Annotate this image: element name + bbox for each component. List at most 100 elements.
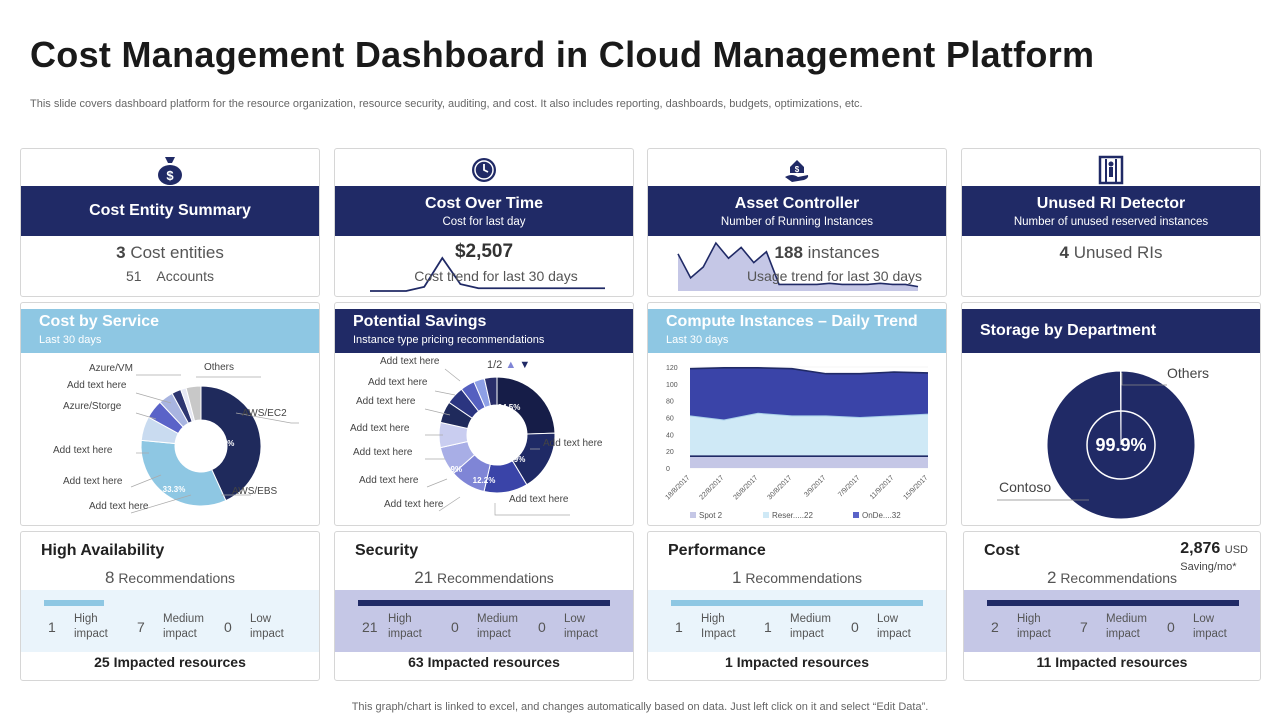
legend-swatch <box>690 512 696 518</box>
x-tick-label: 11/9/2017 <box>869 474 896 501</box>
card-title: Unused RI Detector <box>1036 194 1186 212</box>
cost-entity-summary-header: Cost Entity Summary <box>21 186 319 236</box>
card-title: Asset Controller <box>734 194 860 212</box>
door-person-icon <box>962 153 1260 187</box>
label-contoso: Contoso <box>999 479 1052 495</box>
x-tick-label: 3/9/2017 <box>803 474 827 498</box>
leader-lines <box>130 374 299 514</box>
card-title: Potential Savings <box>353 313 487 330</box>
x-tick-label: 30/8/2017 <box>766 474 793 501</box>
low-impact: 0 Low impact <box>1167 612 1227 642</box>
cost-card[interactable]: Cost 2,876 USD Saving/mo* 2 Recommendati… <box>963 531 1261 681</box>
usage-trend-label: Usage trend for last 30 days <box>746 268 923 284</box>
high-impact: 21 High impact <box>362 612 422 642</box>
accounts-label: Accounts <box>156 268 214 284</box>
impact-bar <box>358 600 610 606</box>
card-title: Performance <box>668 542 766 559</box>
cost-over-time-card[interactable]: Cost Over Time Cost for last day $2,507 … <box>334 148 634 297</box>
impact-panel: 1 High Impact 1 Medium impact 0 Low impact <box>648 590 946 652</box>
security-card[interactable]: Security 21 Recommendations 21 High impac… <box>334 531 634 681</box>
high-count: 21 <box>362 619 378 635</box>
potential-savings-chart: 24.5% 16.9% 12.2% 9.9% <box>424 368 570 516</box>
high-count: 2 <box>991 619 999 635</box>
high-label: High <box>388 613 412 625</box>
card-title: Cost by Service <box>39 313 160 330</box>
pct-aws-ebs: 33.3% <box>163 485 186 494</box>
low-count: 0 <box>851 619 859 635</box>
low-impact: 0 Low impact <box>851 612 911 642</box>
unused-ri-count: 4 <box>1059 243 1069 262</box>
medium-count: 1 <box>764 619 772 635</box>
line-series-2 <box>689 367 929 375</box>
label-others: Others <box>204 362 235 373</box>
low-impact: 0 Low impact <box>538 612 598 642</box>
rec-number: 2 <box>1046 568 1057 587</box>
unused-ri-label: Unused RIs <box>1073 243 1163 262</box>
impact-label: impact <box>477 628 511 640</box>
svg-text:$: $ <box>795 165 800 174</box>
svg-text:$: $ <box>166 168 174 183</box>
accounts-count: 51 <box>126 268 142 284</box>
savings-currency: USD <box>1224 544 1248 556</box>
low-count: 0 <box>538 619 546 635</box>
recommendations-count: 2 Recommendations <box>964 568 1260 588</box>
savings-label: Saving/mo* <box>1180 561 1237 573</box>
cost-trend-label: Cost trend for last 30 days <box>414 268 578 284</box>
pager-up-icon[interactable]: ▲ <box>505 359 517 371</box>
label-azure-storage: Azure/Storge <box>63 401 122 412</box>
storage-by-department-card[interactable]: Storage by Department 99.9% Others Conto… <box>961 302 1261 526</box>
high-label: High <box>74 613 98 625</box>
pager-down-icon[interactable]: ▼ <box>519 359 531 371</box>
unused-ri-metric: 4 Unused RIs <box>962 243 1260 263</box>
impacted-resources: 11 Impacted resources <box>1036 654 1188 670</box>
usage-trend-line <box>677 241 919 288</box>
card-subtitle: Number of unused reserved instances <box>1013 215 1209 228</box>
card-title: Cost Entity Summary <box>89 202 251 219</box>
impact-label: impact <box>1106 628 1140 640</box>
pager-text: 1/2 <box>487 359 503 371</box>
legend-label: Spot 2 <box>699 511 723 520</box>
page-footer: This graph/chart is linked to excel, and… <box>351 701 929 713</box>
rec-label: Recommendations <box>437 570 554 586</box>
label-add-text-4: Add text here <box>350 423 410 434</box>
high-impact: 2 High impact <box>991 612 1051 642</box>
legend-label: OnDe....32 <box>862 511 901 520</box>
legend-label: Reser.....22 <box>772 511 813 520</box>
low-count: 0 <box>224 619 232 635</box>
low-count: 0 <box>1167 619 1175 635</box>
cost-by-service-slice-1 <box>140 439 227 507</box>
compute-instances-card[interactable]: Compute Instances – Daily Trend Last 30 … <box>647 302 947 526</box>
high-count: 1 <box>675 619 683 635</box>
cost-entities-metric: 3 Cost entities <box>21 243 319 263</box>
instances-metric: 188 instances <box>648 243 946 263</box>
compute-instances-chart: 0 20 40 60 80 100 120 18/8/2017 22/8/2017 26/8/20… <box>664 365 929 520</box>
label-add-text-9: Add text here <box>509 494 569 505</box>
rec-number: 8 <box>104 568 115 587</box>
unused-ri-detector-card[interactable]: Unused RI Detector Number of unused rese… <box>961 148 1261 297</box>
high-availability-card[interactable]: High Availability 8 Recommendations 1 Hi… <box>20 531 320 681</box>
label-add-text-4: Add text here <box>89 501 149 512</box>
instances-count: 188 <box>774 243 803 262</box>
impact-label: impact <box>388 628 422 640</box>
y-tick-label: 120 <box>666 365 678 372</box>
cost-by-service-card[interactable]: Cost by Service Last 30 days 43.2% 33.3%… <box>20 302 320 526</box>
label-others: Others <box>1167 365 1210 381</box>
impact-label: Impact <box>701 628 736 640</box>
performance-card[interactable]: Performance 1 Recommendations 1 High Impa… <box>647 531 947 681</box>
potential-savings-slice-10 <box>483 376 498 407</box>
asset-controller-header: Asset Controller Number of Running Insta… <box>648 186 946 236</box>
leader-lines <box>424 368 570 516</box>
label-azure-vm: Azure/VM <box>89 363 133 374</box>
cost-entity-summary-card[interactable]: $ Cost Entity Summary 3 Cost entities 51… <box>20 148 320 297</box>
compute-instances-header: Compute Instances – Daily Trend Last 30 … <box>648 309 946 353</box>
card-subtitle: Last 30 days <box>39 334 102 346</box>
potential-savings-card[interactable]: Potential Savings Instance type pricing … <box>334 302 634 526</box>
card-title: Storage by Department <box>980 322 1157 339</box>
impact-panel: 2 High impact 7 Medium impact 0 Low impact <box>964 590 1260 652</box>
asset-controller-card[interactable]: $ Asset Controller Number of Running Ins… <box>647 148 947 297</box>
card-title: Cost Over Time <box>425 194 543 212</box>
area-series-0 <box>690 456 928 468</box>
impact-label: impact <box>1017 628 1051 640</box>
rec-number: 21 <box>414 568 434 587</box>
label-add-text-1: Add text here <box>380 356 440 367</box>
